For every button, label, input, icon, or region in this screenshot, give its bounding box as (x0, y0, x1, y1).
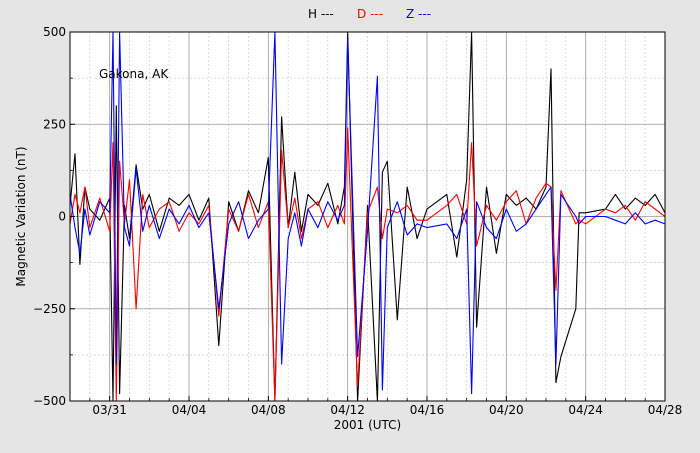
x-tick-label: 03/31 (92, 403, 127, 417)
x-axis-label: 2001 (UTC) (334, 418, 402, 432)
x-tick-label: 04/28 (648, 403, 683, 417)
y-tick-label: −250 (33, 302, 66, 316)
y-tick-label: −500 (33, 394, 66, 408)
y-tick-label: 500 (43, 25, 66, 39)
y-tick-labels: 500 250 0 −250 −500 (33, 25, 66, 408)
x-tick-label: 04/24 (568, 403, 603, 417)
x-tick-label: 04/20 (489, 403, 524, 417)
x-tick-label: 04/16 (410, 403, 445, 417)
legend-item-d: D --- (357, 7, 383, 21)
x-tick-label: 04/12 (330, 403, 365, 417)
x-tick-label: 04/08 (251, 403, 286, 417)
series-lines (70, 32, 665, 401)
x-tick-labels: 03/31 04/04 04/08 04/12 04/16 04/20 04/24 04/28 (92, 403, 682, 417)
legend-item-z: Z --- (406, 7, 431, 21)
x-tick-label: 04/04 (172, 403, 207, 417)
y-tick-label: 250 (43, 117, 66, 131)
y-axis-label: Magnetic Variation (nT) (14, 146, 28, 286)
location-label: Gakona, AK (99, 67, 169, 81)
legend: H --- D --- Z --- (308, 7, 431, 21)
axis-ticks (69, 31, 666, 402)
series-line-z (70, 32, 665, 395)
legend-item-h: H --- (308, 7, 334, 21)
y-tick-label: 0 (58, 210, 66, 224)
